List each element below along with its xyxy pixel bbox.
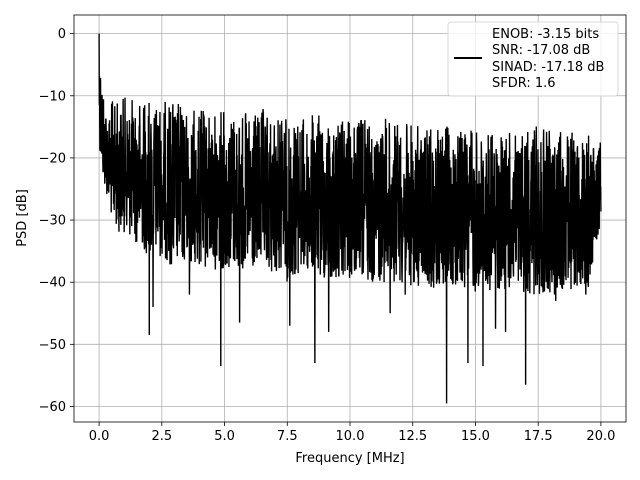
- series-line-psd: [98, 33, 602, 404]
- y-tick-label: −30: [39, 214, 66, 229]
- x-tick-label: 5.0: [214, 429, 235, 444]
- x-tick-label: 20.0: [586, 429, 615, 444]
- legend-box: [447, 21, 619, 97]
- legend: ENOB: -3.15 bits SNR: -17.08 dB SINAD: -…: [447, 21, 619, 97]
- x-axis-ticks: 0.0 2.5 5.0 7.5 10.0 12.5 15.0 17.5 20.0: [89, 422, 615, 444]
- legend-entry-enob: ENOB: -3.15 bits: [492, 27, 599, 42]
- legend-entry-snr: SNR: -17.08 dB: [492, 43, 590, 58]
- x-tick-label: 7.5: [277, 429, 298, 444]
- y-tick-label: 0: [58, 27, 66, 42]
- x-tick-label: 17.5: [524, 429, 553, 444]
- x-tick-label: 2.5: [151, 429, 172, 444]
- y-axis-ticks: 0 −10 −20 −30 −40 −50 −60: [39, 27, 74, 415]
- x-tick-label: 12.5: [398, 429, 427, 444]
- y-tick-label: −60: [39, 400, 66, 415]
- y-tick-label: −50: [39, 338, 66, 353]
- y-tick-label: −40: [39, 276, 66, 291]
- y-tick-label: −10: [39, 89, 66, 104]
- x-tick-label: 15.0: [461, 429, 490, 444]
- x-tick-label: 10.0: [336, 429, 365, 444]
- x-tick-label: 0.0: [89, 429, 110, 444]
- legend-entry-sfdr: SFDR: 1.6: [492, 76, 556, 91]
- y-tick-label: −20: [39, 151, 66, 166]
- legend-entry-sinad: SINAD: -17.18 dB: [492, 60, 604, 75]
- y-axis-label: PSD [dB]: [15, 189, 30, 247]
- series-layer: [98, 33, 602, 404]
- x-axis-label: Frequency [MHz]: [295, 451, 404, 466]
